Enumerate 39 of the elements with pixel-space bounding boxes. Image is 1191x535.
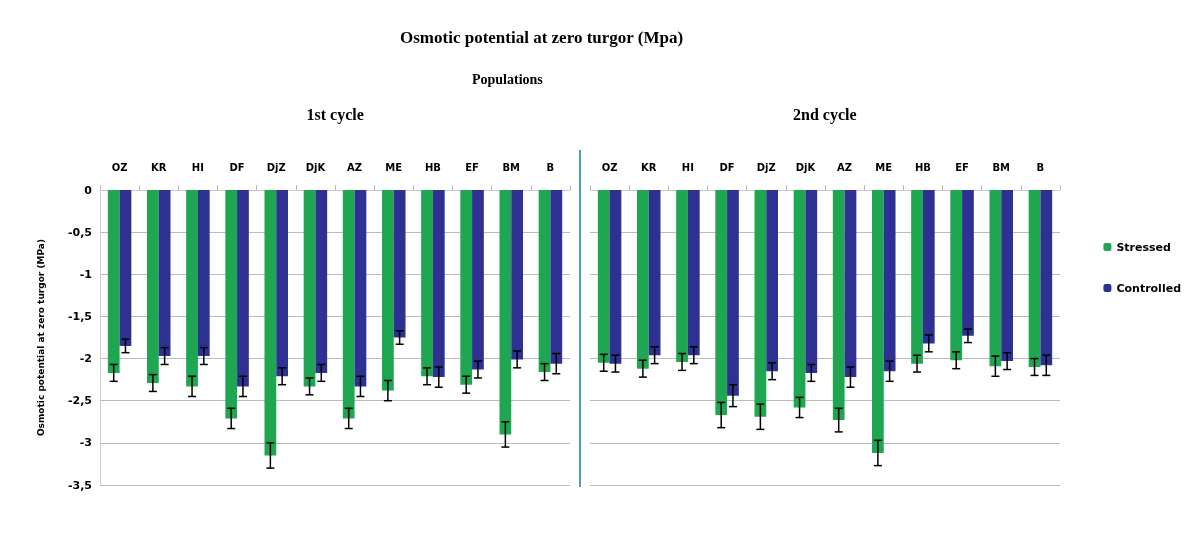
chart-title: 2nd cycle	[793, 106, 857, 124]
legend-label: Stressed	[1116, 240, 1171, 254]
x-tick-label: AZ	[347, 161, 363, 173]
x-tick-label: HB	[914, 161, 931, 173]
x-tick-label: B	[1036, 161, 1045, 173]
y-tick-label: -2,5	[67, 394, 92, 408]
y-tick-label: -3,5	[67, 478, 92, 492]
chart-title: Osmotic potential at zero turgor (Mpa)	[400, 28, 684, 48]
x-tick-label: KR	[641, 161, 657, 173]
x-tick-label: ME	[875, 161, 893, 173]
y-tick-label: 0	[84, 183, 93, 197]
x-tick-label: OZ	[601, 161, 618, 173]
chart-subtitle: Populations	[472, 72, 543, 88]
y-tick-label: -0,5	[67, 225, 92, 239]
x-tick-label: KR	[151, 161, 167, 173]
x-tick-label: BM	[992, 161, 1011, 173]
y-tick-label: -2	[79, 352, 92, 366]
x-tick-label: DjZ	[756, 161, 776, 173]
x-tick-label: HI	[191, 161, 204, 173]
y-tick-label: -3	[79, 436, 92, 450]
x-tick-label: ME	[385, 161, 403, 173]
y-tick-label: -1,5	[67, 309, 92, 323]
y-axis-title: Osmotic potential at zero turgor (MPa)	[35, 238, 46, 437]
x-tick-label: AZ	[837, 161, 853, 173]
x-tick-label: OZ	[111, 161, 128, 173]
x-tick-label: DF	[229, 161, 245, 173]
x-tick-label: EF	[465, 161, 479, 173]
x-tick-label: HI	[681, 161, 694, 173]
x-tick-label: HB	[424, 161, 441, 173]
y-tick-label: -1	[79, 267, 92, 281]
x-tick-label: EF	[955, 161, 969, 173]
legend-label: Controlled	[1116, 281, 1181, 295]
x-tick-label: DF	[719, 161, 735, 173]
x-tick-label: DjK	[795, 161, 817, 173]
x-tick-label: DjZ	[266, 161, 286, 173]
x-tick-label: B	[546, 161, 555, 173]
x-tick-label: BM	[502, 161, 521, 173]
text: 1st cycle	[306, 106, 364, 124]
x-tick-label: DjK	[305, 161, 327, 173]
